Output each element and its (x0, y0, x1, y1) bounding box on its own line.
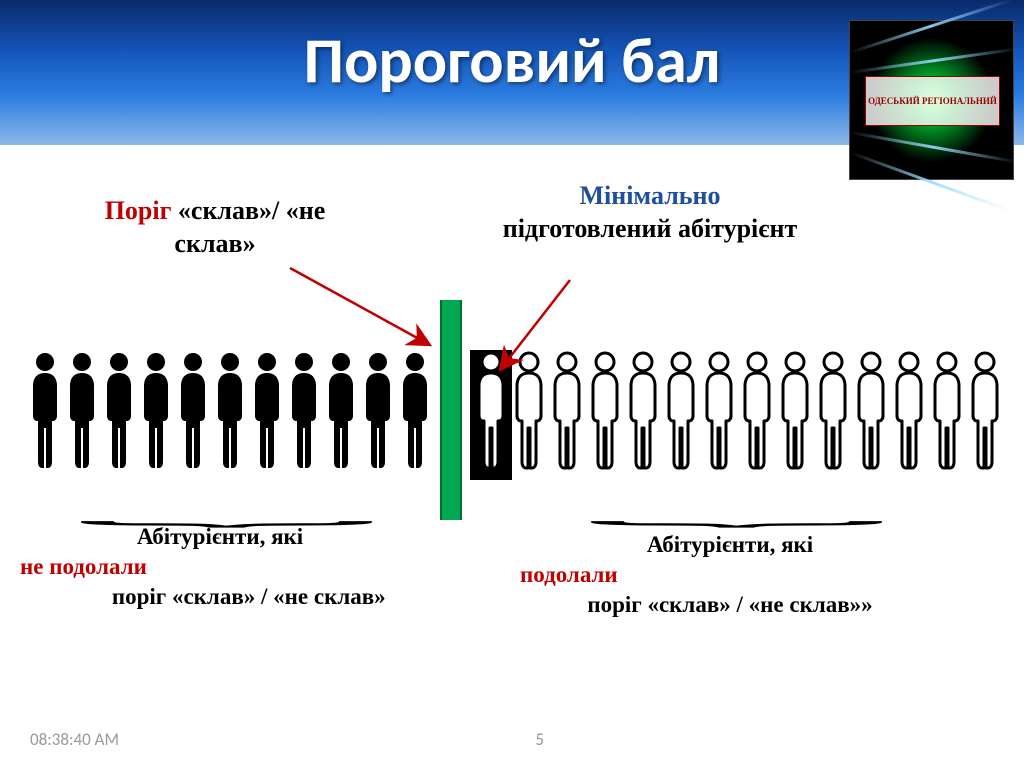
footer-timestamp: 08:38:40 AM (30, 729, 119, 750)
caption-passed-tail: поріг «склав» / «не склав»» (587, 592, 872, 617)
caption-failed-tail: поріг «склав» / «не склав» (54, 584, 385, 609)
brace-right-icon: ⏟ (586, 494, 888, 527)
caption-failed: Абітурієнти, які не подолали поріг «скла… (20, 522, 420, 612)
footer-page-number: 5 (535, 729, 544, 750)
caption-failed-red: не подолали (20, 552, 147, 582)
arrow-left (0, 0, 1024, 768)
caption-passed: Абітурієнти, які подолали поріг «склав» … (500, 530, 960, 620)
caption-passed-l1: Абітурієнти, які (647, 532, 813, 557)
caption-passed-red: подолали (500, 560, 960, 590)
caption-failed-l1: Абітурієнти, які (137, 524, 303, 549)
